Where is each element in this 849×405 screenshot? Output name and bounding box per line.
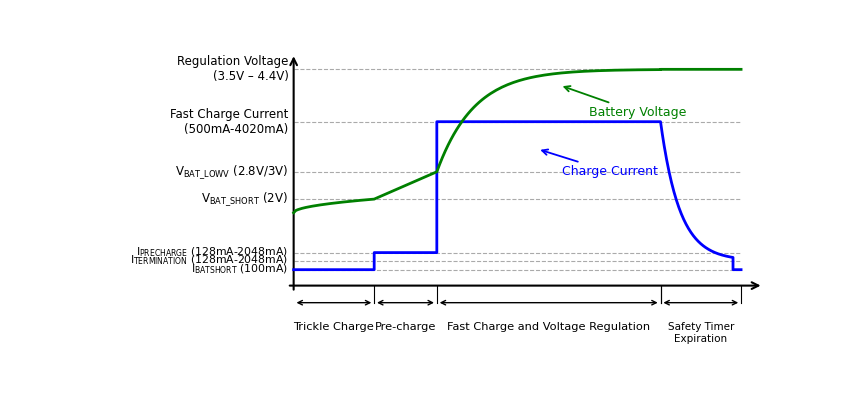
Text: I$_{\sf BATSHORT}$ (100mA): I$_{\sf BATSHORT}$ (100mA) [191, 263, 289, 277]
Text: Safety Timer
Expiration: Safety Timer Expiration [667, 322, 734, 343]
Text: Fast Charge Current
(500mA-4020mA): Fast Charge Current (500mA-4020mA) [170, 108, 289, 136]
Text: V$_{\sf BAT\_LOWV}$ (2.8V/3V): V$_{\sf BAT\_LOWV}$ (2.8V/3V) [175, 163, 289, 181]
Text: Battery Voltage: Battery Voltage [565, 86, 686, 119]
Text: Trickle Charge: Trickle Charge [294, 322, 374, 332]
Text: I$_{\sf TERMINATION}$ (128mA-2048mA): I$_{\sf TERMINATION}$ (128mA-2048mA) [131, 254, 289, 267]
Text: Fast Charge and Voltage Regulation: Fast Charge and Voltage Regulation [447, 322, 650, 332]
Text: Charge Current: Charge Current [542, 149, 658, 178]
Text: V$_{\sf BAT\_SHORT}$ (2V): V$_{\sf BAT\_SHORT}$ (2V) [201, 190, 289, 208]
Text: I$_{\sf PRECHARGE}$ (128mA-2048mA): I$_{\sf PRECHARGE}$ (128mA-2048mA) [137, 246, 289, 259]
Text: Regulation Voltage
(3.5V – 4.4V): Regulation Voltage (3.5V – 4.4V) [177, 55, 289, 83]
Text: Pre-charge: Pre-charge [374, 322, 436, 332]
